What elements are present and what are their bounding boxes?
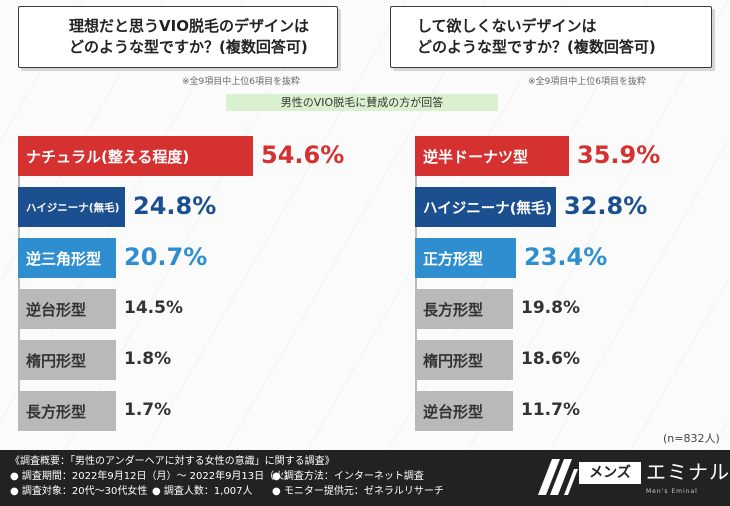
right-value-label-4: 19.8% <box>521 298 580 318</box>
logo-subtitle: Men's Eminal <box>646 488 698 495</box>
sample-size-note: (n=832人) <box>663 432 720 445</box>
right-note: ※全9項目中上位6項目を抜粋 <box>528 77 646 87</box>
right-bar-5: 楕円形型 <box>415 340 513 380</box>
left-bar-2: ハイジニーナ(無毛) <box>18 187 125 227</box>
left-value-label-4: 14.5% <box>124 298 183 318</box>
logo-mens-box: メンズ <box>579 462 641 484</box>
left-question-line1: 理想だと思うVIO脱毛のデザインは <box>69 17 309 35</box>
footer-summary: 《調査概要：「男性のアンダーヘアに対する女性の意識」に関する調査》 <box>10 456 335 467</box>
footer-count: ● 調査人数：1,007人 <box>152 486 253 497</box>
logo-eminal-text: エミナル <box>646 460 730 484</box>
right-bar-4: 長方形型 <box>415 289 513 329</box>
right-question-line1: して欲しくないデザインは <box>417 17 597 35</box>
right-bar-1: 逆半ドーナツ型 <box>415 136 569 176</box>
right-value-label-1: 35.9% <box>577 141 661 169</box>
right-bar-label-2: ハイジニーナ(無毛) <box>423 200 552 217</box>
left-bar-label-4: 逆台形型 <box>26 300 87 319</box>
left-bar-3: 逆三角形型 <box>18 238 116 278</box>
left-value-label-6: 1.7% <box>124 400 172 420</box>
left-value-label-2: 24.8% <box>133 192 217 220</box>
logo-slash-mark-icon <box>538 459 578 495</box>
right-value-label-3: 23.4% <box>524 243 608 271</box>
left-bar-label-1: ナチュラル(整える程度) <box>26 147 190 166</box>
right-bar-6: 逆台形型 <box>415 391 513 431</box>
right-value-label-2: 32.8% <box>564 192 648 220</box>
left-question-line2: どのような型ですか？(複数回答可) <box>69 38 308 56</box>
right-bar-label-3: 正方形型 <box>423 249 484 268</box>
right-bar-label-4: 長方形型 <box>423 300 484 319</box>
right-axis-line <box>415 136 417 421</box>
left-bar-label-3: 逆三角形型 <box>26 249 102 268</box>
left-value-label-1: 54.6% <box>261 141 345 169</box>
footer-target: ● 調査対象：20代～30代女性 <box>10 486 148 497</box>
left-question-box: 理想だと思うVIO脱毛のデザインは どのような型ですか？(複数回答可) <box>18 6 338 68</box>
footer-period: ● 調査期間：2022年9月12日（月）～ 2022年9月13日（火） <box>10 471 295 482</box>
right-bar-label-5: 楕円形型 <box>423 351 484 370</box>
left-bar-1: ナチュラル(整える程度) <box>18 136 253 176</box>
survey-footer: 《調査概要：「男性のアンダーヘアに対する女性の意識」に関する調査》 ● 調査期間… <box>0 450 730 506</box>
left-value-label-3: 20.7% <box>124 243 208 271</box>
left-bar-4: 逆台形型 <box>18 289 116 329</box>
left-bar-5: 楕円形型 <box>18 340 116 380</box>
left-bar-label-2: ハイジニーナ(無毛) <box>26 201 120 214</box>
right-bar-2: ハイジニーナ(無毛) <box>415 187 556 227</box>
left-bar-label-5: 楕円形型 <box>26 351 87 370</box>
left-bar-6: 長方形型 <box>18 391 116 431</box>
left-axis-line <box>18 136 20 421</box>
right-bar-3: 正方形型 <box>415 238 516 278</box>
right-bar-label-6: 逆台形型 <box>423 402 484 421</box>
footer-method: ● 調査方法：インターネット調査 <box>272 471 424 482</box>
right-value-label-6: 11.7% <box>521 400 580 420</box>
right-question-line2: どのような型ですか？(複数回答可) <box>417 38 656 56</box>
right-question-box: して欲しくないデザインは どのような型ですか？(複数回答可) <box>390 6 712 68</box>
footer-provider: ● モニター提供元：ゼネラルリサーチ <box>272 486 444 497</box>
right-bar-label-1: 逆半ドーナツ型 <box>423 147 529 166</box>
respondent-banner: 男性のVIO脱毛に賛成の方が回答 <box>226 94 498 111</box>
left-value-label-5: 1.8% <box>124 349 172 369</box>
left-note: ※全9項目中上位6項目を抜粋 <box>182 77 300 87</box>
left-bar-label-6: 長方形型 <box>26 402 87 421</box>
right-value-label-5: 18.6% <box>521 349 580 369</box>
